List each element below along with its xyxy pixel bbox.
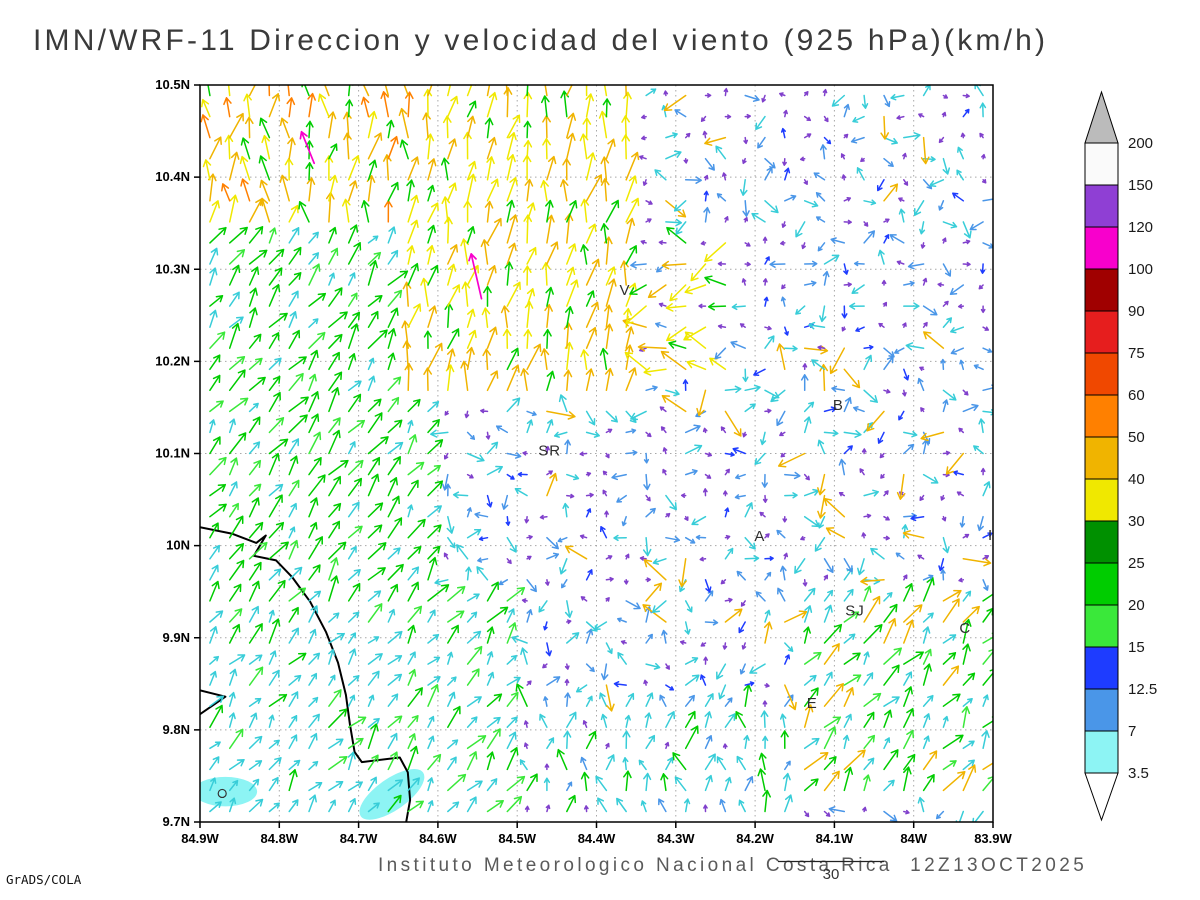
wind-vectors bbox=[200, 85, 993, 822]
svg-text:10.2N: 10.2N bbox=[155, 353, 190, 368]
svg-text:10.4N: 10.4N bbox=[155, 169, 190, 184]
svg-text:15: 15 bbox=[1128, 639, 1145, 656]
svg-text:84W: 84W bbox=[900, 831, 927, 846]
station-label-c: C bbox=[959, 620, 971, 637]
chart-title: IMN/WRF-11 Direccion y velocidad del vie… bbox=[33, 24, 1049, 57]
reference-vector: 30 bbox=[778, 860, 884, 883]
svg-text:10N: 10N bbox=[166, 538, 190, 553]
svg-text:84.5W: 84.5W bbox=[498, 831, 536, 846]
station-label-sj: SJ bbox=[845, 603, 865, 620]
svg-text:75: 75 bbox=[1128, 345, 1145, 362]
svg-text:100: 100 bbox=[1128, 261, 1153, 278]
svg-text:9.9N: 9.9N bbox=[163, 630, 190, 645]
svg-text:83.9W: 83.9W bbox=[974, 831, 1012, 846]
station-label-a: A bbox=[754, 528, 765, 545]
svg-text:150: 150 bbox=[1128, 177, 1153, 194]
svg-text:84.1W: 84.1W bbox=[816, 831, 854, 846]
footer-caption: Instituto Meteorologico Nacional Costa R… bbox=[378, 855, 1088, 876]
colorbar-under-arrow bbox=[1084, 772, 1119, 822]
colorbar-over-arrow bbox=[1084, 90, 1119, 144]
svg-text:30: 30 bbox=[1128, 513, 1145, 530]
shaded-speed-patches bbox=[200, 769, 425, 820]
svg-text:84.9W: 84.9W bbox=[181, 831, 219, 846]
svg-text:10.3N: 10.3N bbox=[155, 261, 190, 276]
svg-text:84.3W: 84.3W bbox=[657, 831, 695, 846]
svg-text:7: 7 bbox=[1128, 723, 1136, 740]
svg-text:84.8W: 84.8W bbox=[261, 831, 299, 846]
axis-ticks bbox=[194, 84, 994, 828]
coastline bbox=[200, 526, 412, 822]
svg-text:84.7W: 84.7W bbox=[340, 831, 378, 846]
svg-text:90: 90 bbox=[1128, 303, 1145, 320]
svg-text:12.5: 12.5 bbox=[1128, 681, 1157, 698]
svg-text:60: 60 bbox=[1128, 387, 1145, 404]
svg-text:40: 40 bbox=[1128, 471, 1145, 488]
station-label-sr: SR bbox=[538, 442, 561, 459]
svg-text:50: 50 bbox=[1128, 429, 1145, 446]
grid-lines bbox=[200, 85, 993, 822]
svg-text:10.1N: 10.1N bbox=[155, 446, 190, 461]
svg-text:20: 20 bbox=[1128, 597, 1145, 614]
reference-vector-label: 30 bbox=[823, 866, 840, 883]
station-label-i: I bbox=[988, 527, 993, 544]
axis-tick-labels: 84.9W 84.8W 84.7W 84.6W 84.5W 84.4W 84.3W 84.2W… bbox=[155, 77, 1012, 846]
svg-text:84.4W: 84.4W bbox=[578, 831, 616, 846]
svg-text:84.2W: 84.2W bbox=[736, 831, 774, 846]
svg-text:9.8N: 9.8N bbox=[163, 722, 190, 737]
station-marker-circle bbox=[217, 788, 227, 799]
svg-text:84.6W: 84.6W bbox=[419, 831, 457, 846]
svg-text:3.5: 3.5 bbox=[1128, 765, 1149, 782]
svg-text:200: 200 bbox=[1128, 135, 1153, 152]
svg-text:25: 25 bbox=[1128, 555, 1145, 572]
station-label-e: E bbox=[807, 695, 818, 712]
svg-text:120: 120 bbox=[1128, 219, 1153, 236]
colorbar-labels: 3.5 7 12.5 15 20 25 30 40 50 60 75 90 100 120 150 200 bbox=[1128, 135, 1157, 782]
station-labels: V B SR A SJ C E I bbox=[538, 282, 993, 712]
station-label-b: B bbox=[833, 397, 844, 414]
grads-cola-credit: GrADS/COLA bbox=[6, 872, 82, 887]
svg-text:10.5N: 10.5N bbox=[155, 77, 190, 92]
colorbar bbox=[1084, 90, 1119, 822]
svg-text:9.7N: 9.7N bbox=[163, 814, 190, 829]
station-label-v: V bbox=[620, 282, 631, 299]
